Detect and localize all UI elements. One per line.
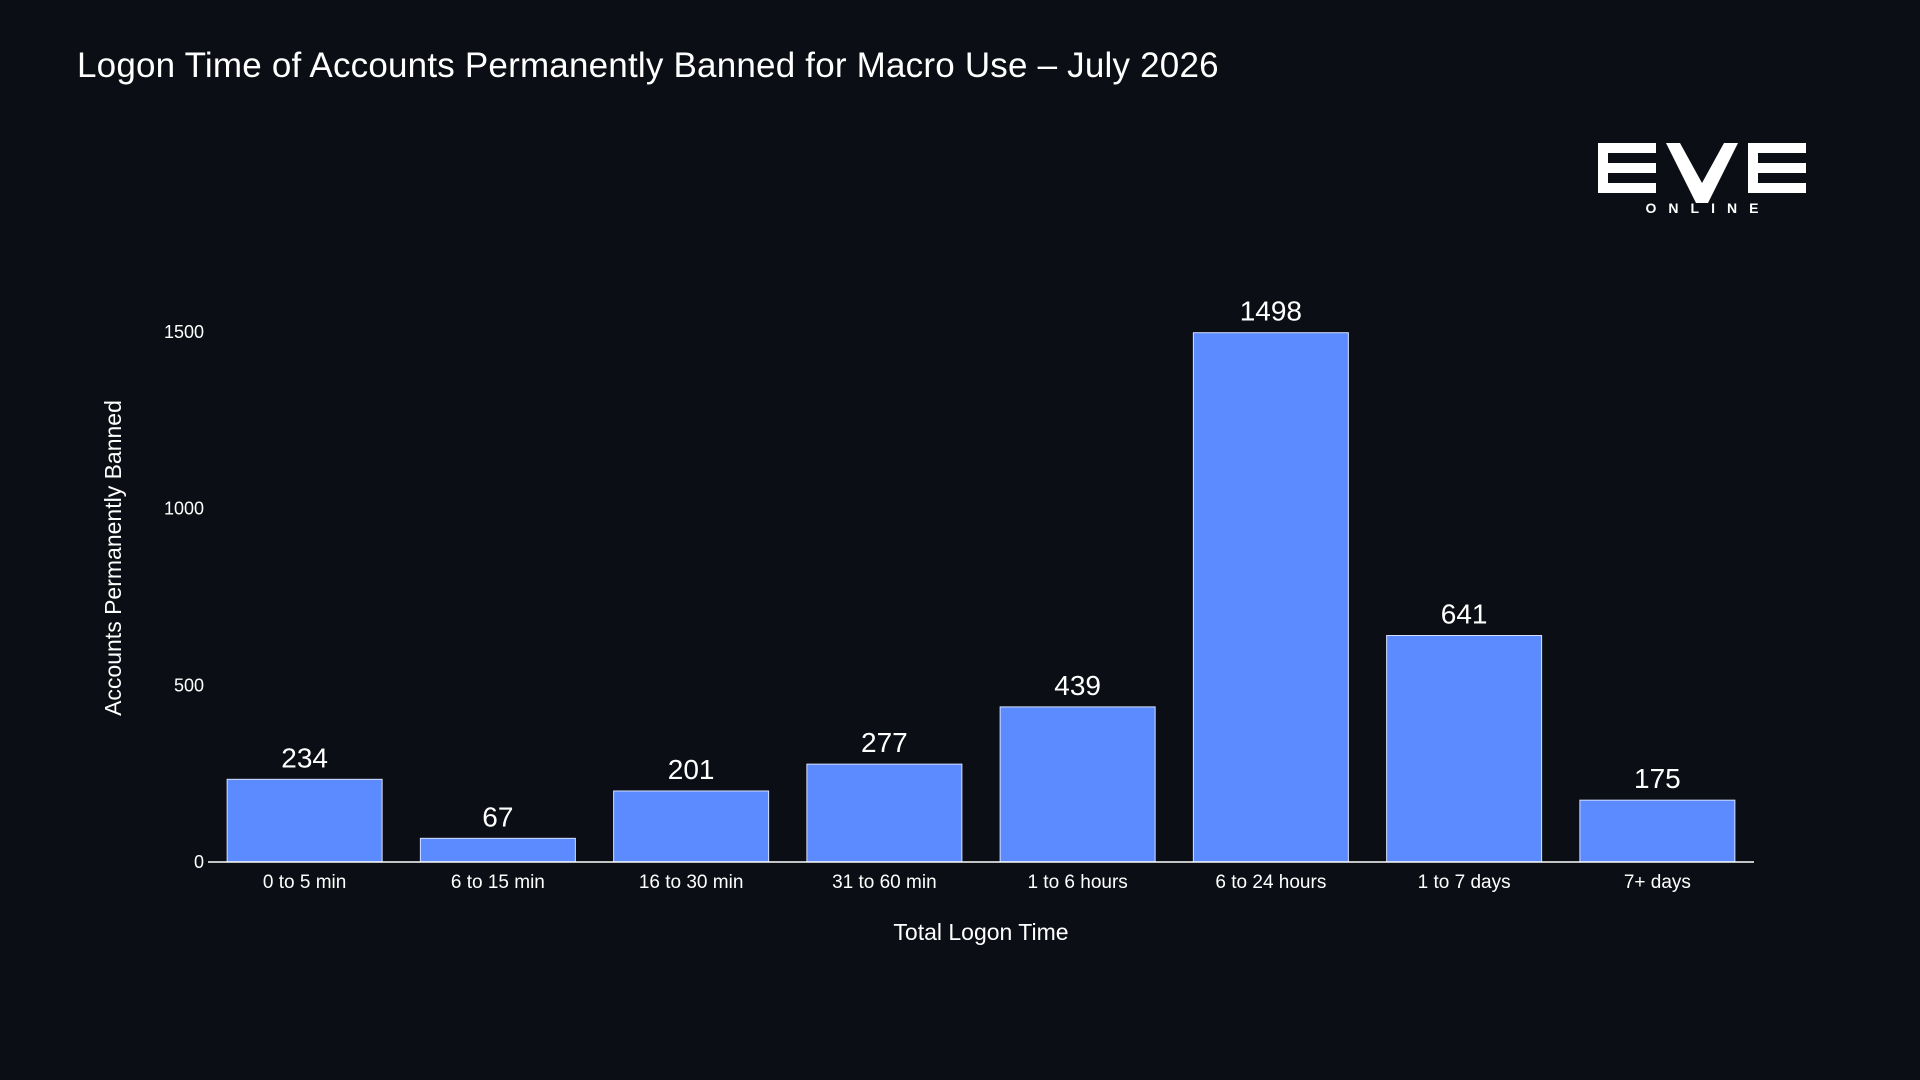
bar-value-label: 67 xyxy=(482,801,513,832)
bar xyxy=(226,778,383,863)
y-tick-label: 1000 xyxy=(164,499,204,519)
x-tick-label: 6 to 15 min xyxy=(451,872,545,893)
chart-title: Logon Time of Accounts Permanently Banne… xyxy=(77,46,1219,85)
x-tick-label: 6 to 24 hours xyxy=(1215,872,1326,893)
bar xyxy=(999,706,1156,863)
y-axis-title: Accounts Permanently Banned xyxy=(100,400,126,716)
bar-value-label: 277 xyxy=(861,727,908,758)
x-tick-label: 16 to 30 min xyxy=(639,872,744,893)
bar-value-label: 201 xyxy=(668,754,715,785)
x-tick-label: 7+ days xyxy=(1624,872,1691,893)
bar-value-label: 234 xyxy=(281,742,328,773)
x-tick-label: 0 to 5 min xyxy=(263,872,346,893)
y-tick-label: 500 xyxy=(174,675,204,695)
bar xyxy=(1386,635,1543,863)
logo-subtitle: ONLINE xyxy=(1645,200,1771,216)
bar-value-label: 175 xyxy=(1634,763,1681,794)
x-axis-title: Total Logon Time xyxy=(893,919,1068,945)
bars xyxy=(226,332,1736,863)
bar xyxy=(1192,332,1349,863)
logo-letter-v xyxy=(1666,143,1738,203)
bar xyxy=(806,763,963,863)
x-axis-category-labels: 0 to 5 min 6 to 15 min 16 to 30 min 31 to 6… xyxy=(263,872,1691,893)
logo-letter-e-left xyxy=(1598,143,1656,193)
bar xyxy=(613,790,770,863)
y-axis-ticks: 0 500 1000 1500 xyxy=(164,322,204,872)
x-tick-label: 1 to 6 hours xyxy=(1027,872,1127,893)
x-tick-label: 1 to 7 days xyxy=(1418,872,1511,893)
bar-value-labels: 234 67 201 277 439 1498 641 175 xyxy=(281,296,1680,833)
y-tick-label: 1500 xyxy=(164,322,204,342)
bar-value-label: 439 xyxy=(1054,670,1101,701)
logo-letter-e-right xyxy=(1748,143,1806,193)
eve-online-logo xyxy=(1598,143,1806,203)
bar-value-label: 1498 xyxy=(1240,296,1302,327)
bar xyxy=(419,837,576,863)
y-tick-label: 0 xyxy=(194,852,204,872)
x-tick-label: 31 to 60 min xyxy=(832,872,937,893)
bar-value-label: 641 xyxy=(1441,599,1488,630)
bar xyxy=(1579,799,1736,863)
